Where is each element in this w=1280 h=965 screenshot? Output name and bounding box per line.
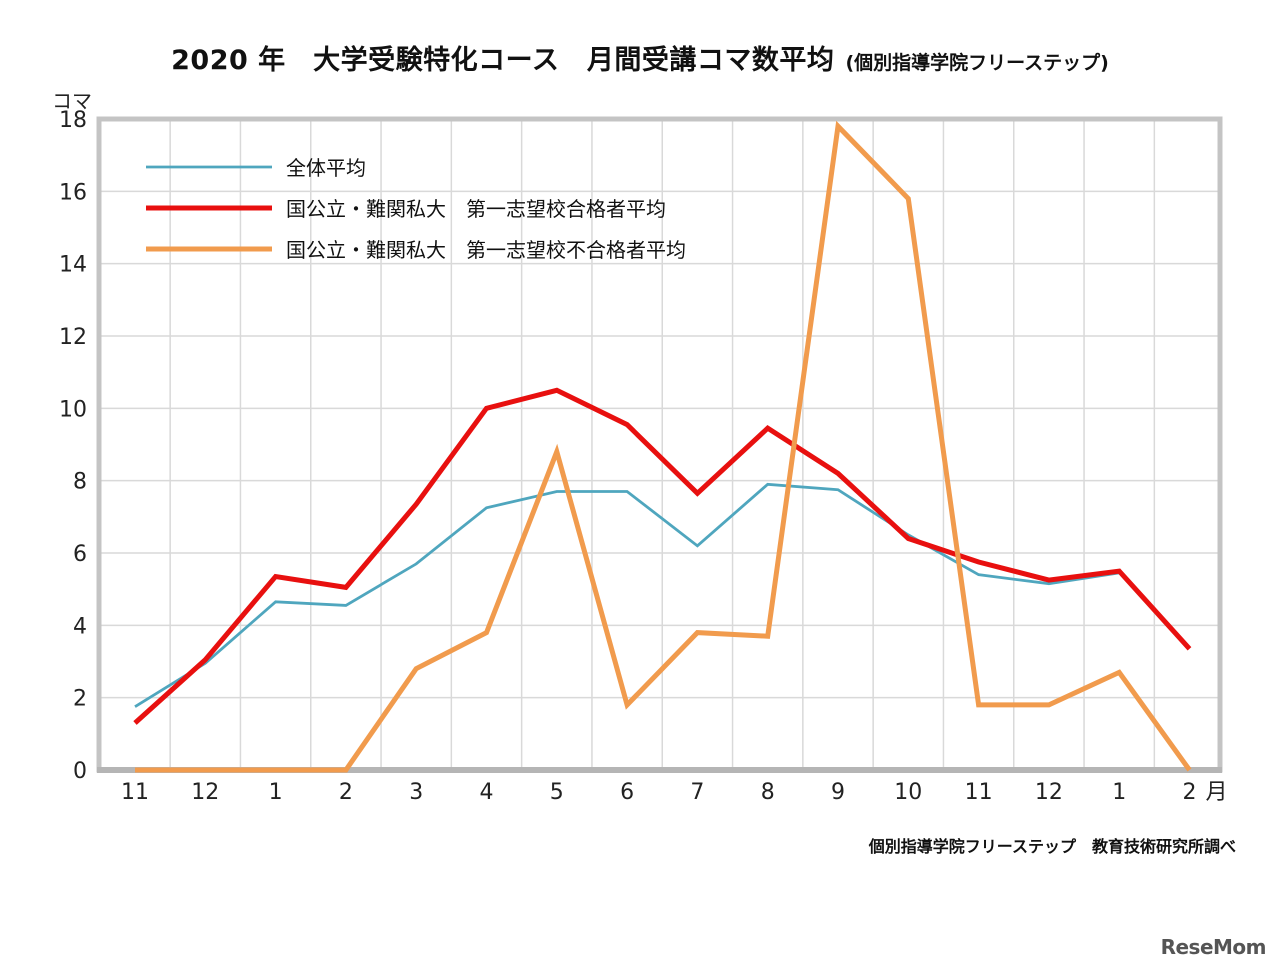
y-tick-label: 0 (73, 759, 87, 784)
chart-grid (99, 119, 1220, 770)
series-line-3 (135, 120, 1192, 773)
x-tick-label: 2 (339, 780, 353, 805)
series-line-2 (133, 387, 1192, 725)
x-tick-label: 6 (620, 780, 634, 805)
legend-label-2: 国公立・難関私大 第一志望校合格者平均 (286, 197, 666, 221)
x-tick-label: 1 (269, 780, 283, 805)
x-tick-label: 11 (965, 780, 993, 805)
y-tick-label: 6 (73, 542, 87, 567)
x-unit-label: 月 (1206, 780, 1228, 805)
chart-subtitle: (個別指導学院フリーステップ) (845, 52, 1109, 74)
series-line-1 (134, 482, 1120, 708)
x-tick-label: 9 (831, 780, 845, 805)
chart-title-block: 2020 年 大学受験特化コース 月間受講コマ数平均 (個別指導学院フリーステッ… (0, 38, 1280, 77)
x-tick-label: 4 (480, 780, 494, 805)
x-tick-label: 12 (1035, 780, 1063, 805)
y-tick-label: 12 (59, 325, 87, 350)
x-tick-label: 2 (1183, 780, 1197, 805)
x-tick-label: 7 (690, 780, 704, 805)
legend-label-3: 国公立・難関私大 第一志望校不合格者平均 (286, 238, 686, 262)
source-note: 個別指導学院フリーステップ 教育技術研究所調べ (868, 837, 1236, 856)
chart-series (133, 120, 1192, 773)
x-tick-label: 1 (1112, 780, 1126, 805)
x-tick-label: 10 (894, 780, 922, 805)
legend-label-1: 全体平均 (286, 156, 366, 180)
y-tick-label: 16 (59, 180, 87, 205)
y-tick-label: 2 (73, 687, 87, 712)
x-tick-label: 3 (409, 780, 423, 805)
x-tick-label: 5 (550, 780, 564, 805)
y-axis-unit-label: コマ (52, 89, 92, 113)
x-tick-label: 8 (761, 780, 775, 805)
y-tick-label: 8 (73, 470, 87, 495)
watermark-logo: ReseMom (1160, 935, 1267, 959)
y-tick-label: 14 (59, 253, 87, 278)
y-tick-label: 4 (73, 614, 87, 639)
chart-title: 2020 年 大学受験特化コース 月間受講コマ数平均 (171, 45, 835, 76)
x-tick-label: 11 (121, 780, 149, 805)
x-tick-label: 12 (191, 780, 219, 805)
y-tick-label: 10 (59, 397, 87, 422)
y-tick-label: 18 (59, 108, 87, 133)
